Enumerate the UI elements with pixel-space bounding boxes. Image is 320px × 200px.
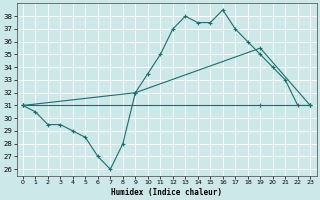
- X-axis label: Humidex (Indice chaleur): Humidex (Indice chaleur): [111, 188, 222, 197]
